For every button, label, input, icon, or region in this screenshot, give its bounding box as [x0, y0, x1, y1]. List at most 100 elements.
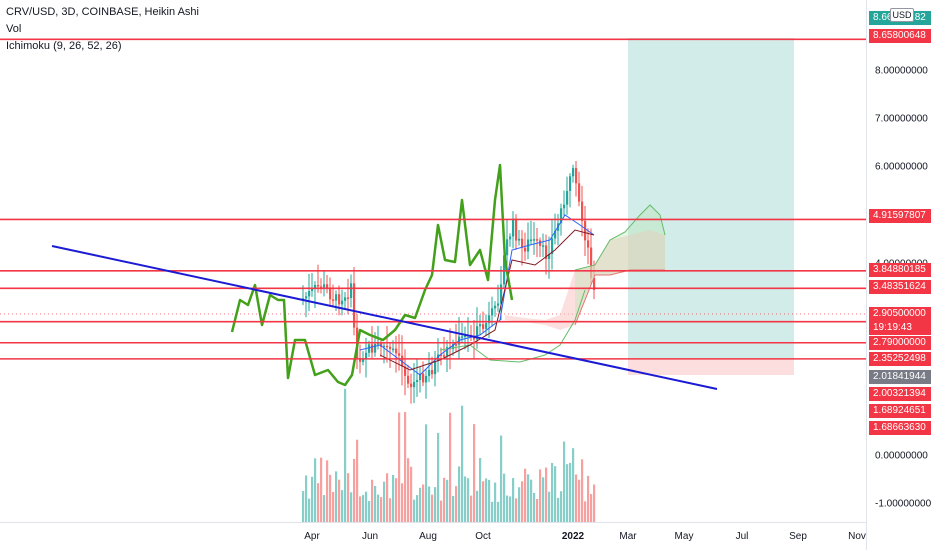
volume-bar: [461, 405, 464, 522]
volume-bar: [359, 496, 362, 522]
volume-bar: [347, 473, 350, 522]
candle-body: [377, 343, 380, 345]
volume-bar: [560, 491, 563, 522]
price-tag: 4.91597807: [869, 209, 931, 223]
legend-symbol[interactable]: CRV/USD, 3D, COINBASE, Heikin Ashi: [6, 6, 199, 18]
candle-body: [305, 296, 308, 299]
candle-body: [371, 344, 374, 353]
volume-bar: [308, 498, 311, 522]
candle-body: [506, 239, 509, 256]
time-tick-label: Oct: [475, 531, 491, 542]
candle-body: [554, 230, 557, 239]
volume-bar: [368, 501, 371, 522]
volume-bar: [557, 497, 560, 522]
volume-bar: [515, 498, 518, 522]
volume-bar: [362, 495, 365, 522]
volume-bar: [338, 479, 341, 522]
volume-bar: [446, 479, 449, 522]
kijun-sen: [379, 229, 595, 371]
candle-body: [407, 375, 410, 384]
volume-bar: [470, 495, 473, 522]
candle-body: [560, 208, 563, 224]
time-tick-label: May: [674, 531, 694, 542]
candle-body: [503, 255, 506, 285]
volume-bar: [314, 458, 317, 522]
candle-body: [494, 305, 497, 309]
candle-body: [419, 373, 422, 381]
candle-body: [323, 284, 326, 288]
volume-bar: [548, 491, 551, 522]
candle-body: [488, 315, 491, 324]
target-zone: [628, 38, 794, 359]
price-tick-label: 8.00000000: [875, 65, 928, 77]
legend-ichimoku[interactable]: Ichimoku (9, 26, 52, 26): [6, 40, 122, 52]
candle-body: [308, 290, 311, 297]
volume-bar: [452, 495, 455, 522]
volume-bar: [323, 495, 326, 522]
volume-bar: [488, 479, 491, 522]
volume-bar: [449, 412, 452, 522]
stop-zone: [628, 359, 794, 375]
volume-bar: [434, 487, 437, 522]
volume-bar: [476, 490, 479, 522]
price-scale[interactable]: 8.000000007.000000006.000000004.00000000…: [866, 0, 932, 550]
time-tick-label: 2022: [561, 531, 585, 542]
volume-bar: [491, 501, 494, 522]
candle-body: [416, 380, 419, 382]
candle-body: [332, 299, 335, 301]
volume-bar: [437, 432, 440, 522]
ichimoku-cloud-future: [575, 205, 665, 325]
volume-bar: [587, 475, 590, 522]
candle-body: [533, 239, 536, 241]
candle-body: [482, 324, 485, 329]
candle-body: [413, 381, 416, 388]
price-tag: 2.00321394: [869, 387, 931, 401]
candle-body: [326, 284, 329, 289]
time-tick-label: Nov: [848, 531, 866, 542]
candle-body: [422, 373, 425, 383]
candle-body: [551, 238, 554, 255]
candle-body: [485, 323, 488, 329]
candle-body: [392, 348, 395, 351]
volume-bar: [584, 501, 587, 522]
candle-body: [374, 343, 377, 353]
candle-body: [398, 353, 401, 356]
volume-bar: [311, 476, 314, 522]
volume-bar: [407, 458, 410, 522]
currency-badge[interactable]: USD: [890, 8, 914, 22]
time-tick-label: Jul: [735, 531, 749, 542]
volume-bar: [503, 473, 506, 522]
volume-bar: [374, 485, 377, 522]
chart-canvas[interactable]: [0, 0, 866, 522]
volume-bar: [554, 466, 557, 522]
candle-body: [338, 294, 341, 305]
candle-body: [491, 308, 494, 316]
price-tag: 8.65800648: [869, 29, 931, 43]
volume-bar: [380, 497, 383, 522]
candle-body: [548, 254, 551, 260]
volume-bar: [575, 474, 578, 522]
time-scale[interactable]: Apr Jun Aug Oct 2022 Mar May Jul Sep Nov: [0, 522, 866, 551]
volume-bar: [320, 457, 323, 522]
volume-bar: [536, 498, 539, 522]
volume-bar: [356, 439, 359, 522]
chikou-span: [230, 163, 514, 387]
candle-body: [530, 239, 533, 241]
candle-body: [479, 324, 482, 327]
candle-body: [584, 220, 587, 241]
candle-body: [359, 358, 362, 362]
volume-bar: [413, 499, 416, 522]
candle-body: [383, 345, 386, 348]
candle-body: [365, 352, 368, 359]
candle-body: [545, 245, 548, 260]
volume-bar: [398, 412, 401, 522]
legend-volume[interactable]: Vol: [6, 23, 22, 35]
candle-body: [329, 288, 332, 300]
volume-bar: [479, 458, 482, 522]
volume-bar: [329, 474, 332, 522]
candle-body: [518, 238, 521, 241]
candle-body: [368, 344, 371, 353]
chart-area[interactable]: CRV/USD, 3D, COINBASE, Heikin Ashi Vol I…: [0, 0, 866, 522]
candle-body: [317, 284, 320, 287]
candle-body: [314, 284, 317, 289]
